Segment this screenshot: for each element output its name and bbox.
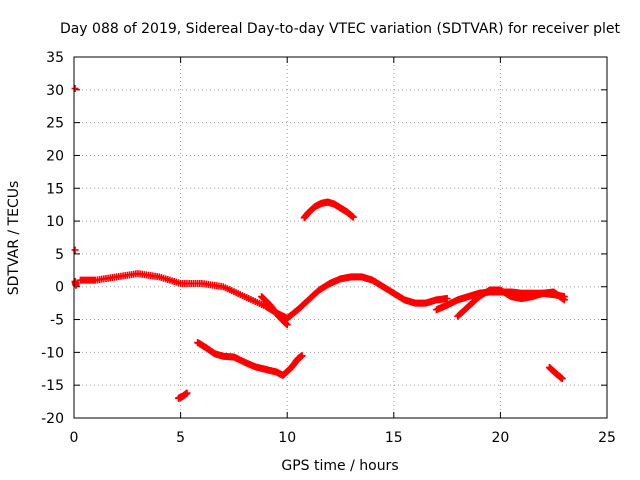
y-tick-labels: -20 -15 -10 -5 0 5 10 15 20 25 30 35: [41, 50, 64, 427]
data-point: [558, 375, 566, 383]
data-point: [560, 296, 568, 304]
data-point: [71, 246, 79, 254]
y-tick-label: 25: [46, 116, 64, 132]
y-tick-label: -15: [41, 378, 64, 394]
series-late-track-2: [454, 286, 568, 320]
x-tick-label: 10: [278, 430, 296, 446]
series-isolated-high: [71, 85, 79, 93]
y-tick-label: 0: [55, 280, 64, 296]
series-upper-arc: [300, 198, 357, 222]
data-point: [282, 320, 290, 328]
data-point: [183, 389, 191, 397]
series-spike-9h: [258, 293, 291, 329]
x-axis-label: GPS time / hours: [281, 458, 398, 474]
series-main-arc: [76, 270, 451, 322]
series-end-drop: [545, 363, 566, 383]
y-tick-label: 10: [46, 214, 64, 230]
x-tick-label: 15: [385, 430, 403, 446]
data-point: [349, 213, 357, 221]
y-tick-label: -20: [41, 411, 64, 427]
axis-ticks: [73, 56, 608, 419]
y-tick-label: -10: [41, 345, 64, 361]
data-point: [283, 321, 291, 329]
y-axis-label: SDTVAR / TECUs: [6, 181, 22, 296]
y-tick-label: -5: [50, 313, 64, 329]
data-point: [298, 352, 306, 360]
x-tick-labels: 0 5 10 15 20 25: [70, 430, 616, 446]
y-tick-label: 20: [46, 148, 64, 164]
y-tick-label: 35: [46, 50, 64, 66]
data-points: [71, 85, 568, 402]
x-tick-label: 0: [70, 430, 79, 446]
chart-title: Day 088 of 2019, Sidereal Day-to-day VTE…: [60, 21, 621, 37]
grid: [74, 57, 607, 418]
y-tick-label: 5: [55, 247, 64, 263]
x-tick-label: 20: [491, 430, 509, 446]
y-tick-label: 15: [46, 181, 64, 197]
series-low-segment: [174, 389, 191, 402]
x-tick-label: 5: [176, 430, 185, 446]
data-point: [443, 295, 451, 303]
series-isolated-mid: [71, 246, 79, 254]
plot-frame: [73, 56, 608, 419]
x-tick-label: 25: [598, 430, 616, 446]
data-point: [71, 85, 79, 93]
y-tick-label: 30: [46, 83, 64, 99]
series-lower-arc: [194, 339, 306, 379]
